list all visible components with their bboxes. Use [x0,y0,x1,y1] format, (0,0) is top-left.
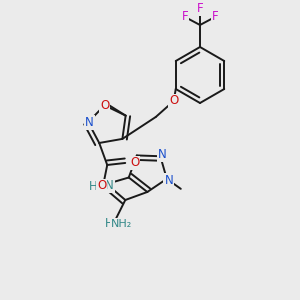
Text: N: N [85,116,94,129]
Text: H: H [105,218,114,230]
Text: N: N [158,148,167,161]
Text: F: F [197,2,203,16]
Text: O: O [130,157,140,169]
Text: N: N [105,179,114,193]
Text: O: O [169,94,178,107]
Text: O: O [100,99,109,112]
Text: F: F [182,11,188,23]
Text: O: O [97,179,106,193]
Text: NH₂: NH₂ [111,219,132,229]
Text: H: H [88,181,97,194]
Text: F: F [212,11,218,23]
Text: N: N [164,174,173,187]
